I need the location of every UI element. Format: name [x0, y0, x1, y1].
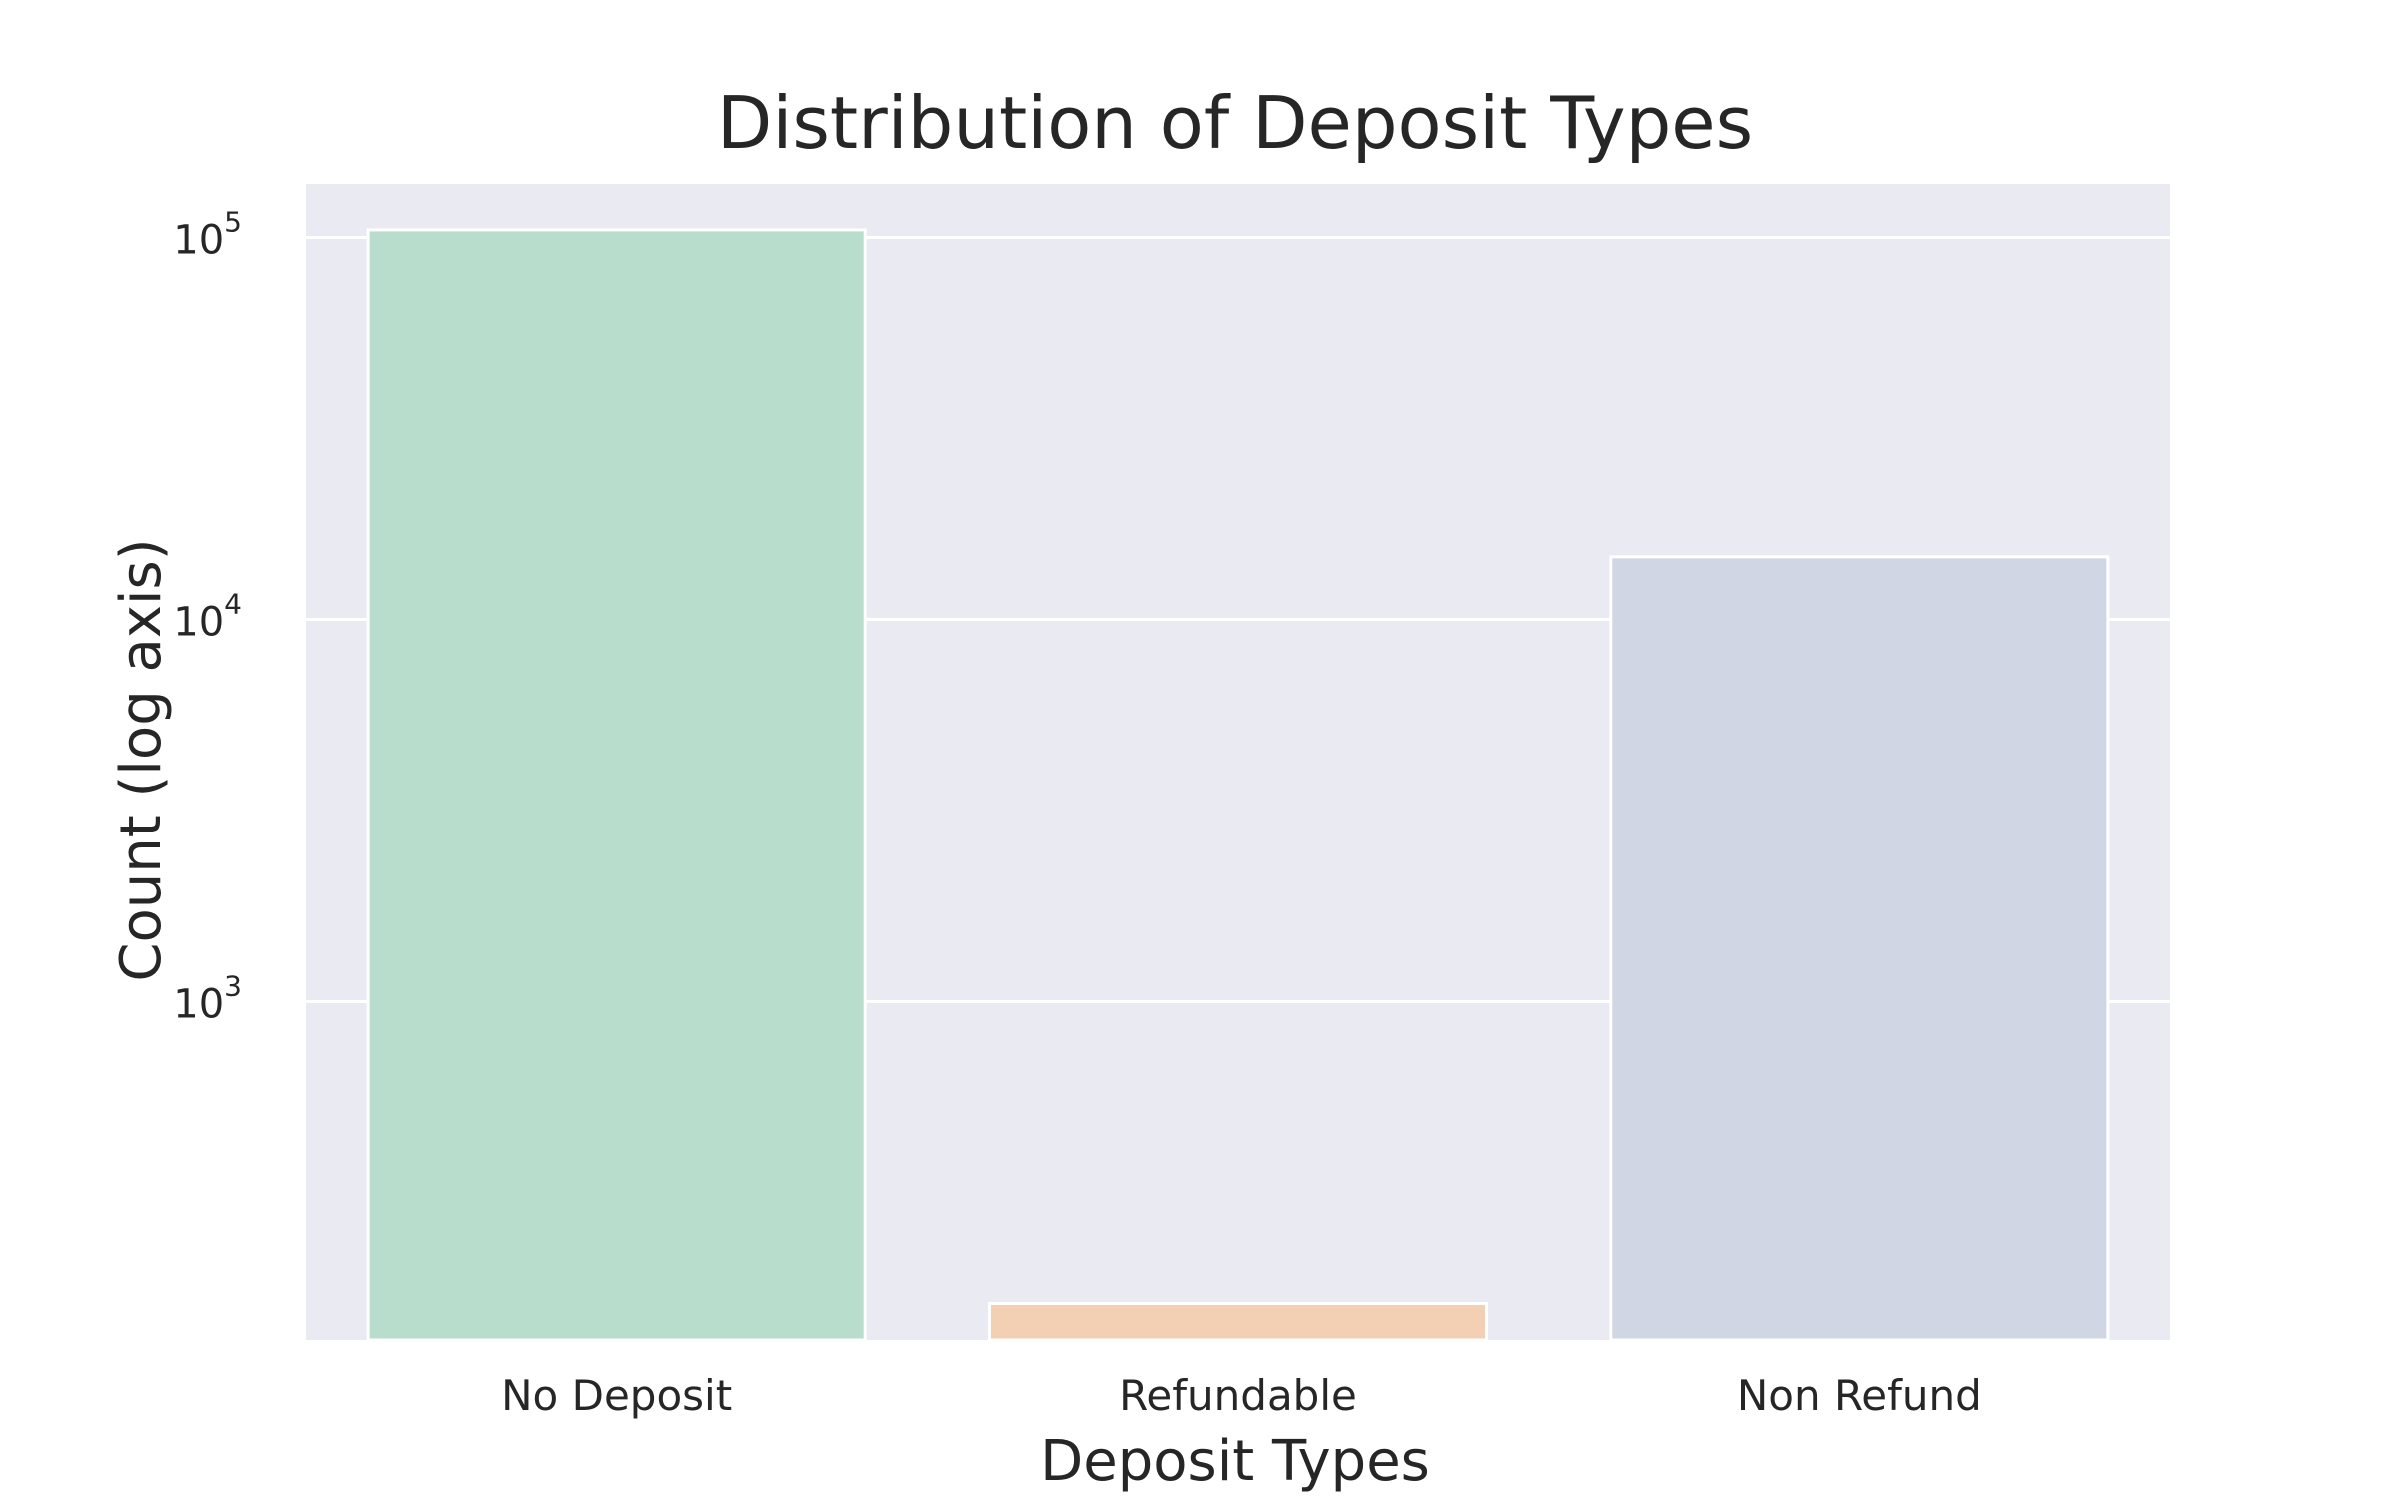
y-tick-label: 105 — [173, 205, 242, 263]
y-tick-label: 104 — [173, 587, 242, 645]
x-tick-label-non-refund: Non Refund — [1737, 1371, 1982, 1420]
y-axis-ticks: 103 104 105 — [173, 205, 242, 1027]
x-axis-label: Deposit Types — [1040, 1429, 1430, 1494]
y-tick-label: 103 — [173, 969, 242, 1027]
bar-no-deposit — [366, 228, 867, 1342]
chart-title: Distribution of Deposit Types — [717, 81, 1753, 165]
x-tick-label-no-deposit: No Deposit — [501, 1371, 732, 1420]
x-tick-label-refundable: Refundable — [1119, 1371, 1357, 1420]
y-axis-label: Count (log axis) — [109, 538, 174, 981]
bar-refundable — [987, 1301, 1489, 1342]
bar-non-refund — [1609, 555, 2110, 1342]
x-axis-ticks: No Deposit Refundable Non Refund — [501, 1371, 1982, 1420]
bars — [366, 228, 2110, 1342]
